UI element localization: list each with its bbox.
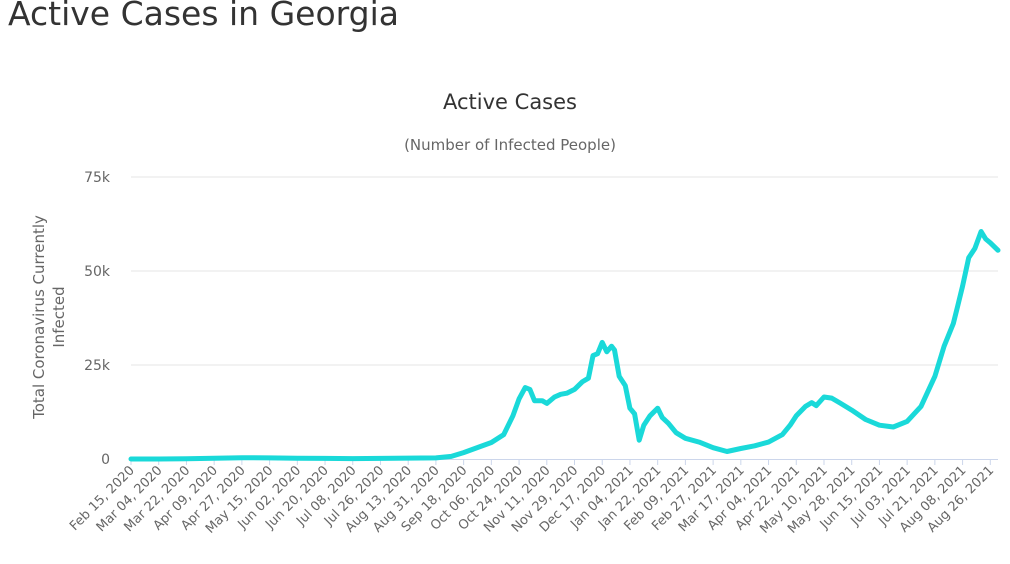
y-tick-label: 25k	[84, 358, 111, 374]
grid-lines	[131, 176, 998, 366]
y-tick-label: 0	[101, 452, 110, 468]
chart-subtitle: (Number of Infected People)	[404, 136, 616, 154]
page-title: Active Cases in Georgia	[8, 0, 399, 33]
y-axis-title: Total Coronavirus Currently Infected	[30, 215, 68, 420]
y-tick-label: 75k	[84, 170, 111, 186]
y-axis-title-line-1: Total Coronavirus Currently	[30, 215, 48, 420]
chart-title: Active Cases	[443, 90, 577, 114]
y-tick-label: 50k	[84, 264, 111, 280]
y-axis-title-line-2: Infected	[50, 286, 68, 347]
y-axis-ticks: 0 25k 50k 75k	[84, 170, 111, 468]
series-group	[128, 229, 1001, 462]
series-line	[128, 229, 1001, 462]
